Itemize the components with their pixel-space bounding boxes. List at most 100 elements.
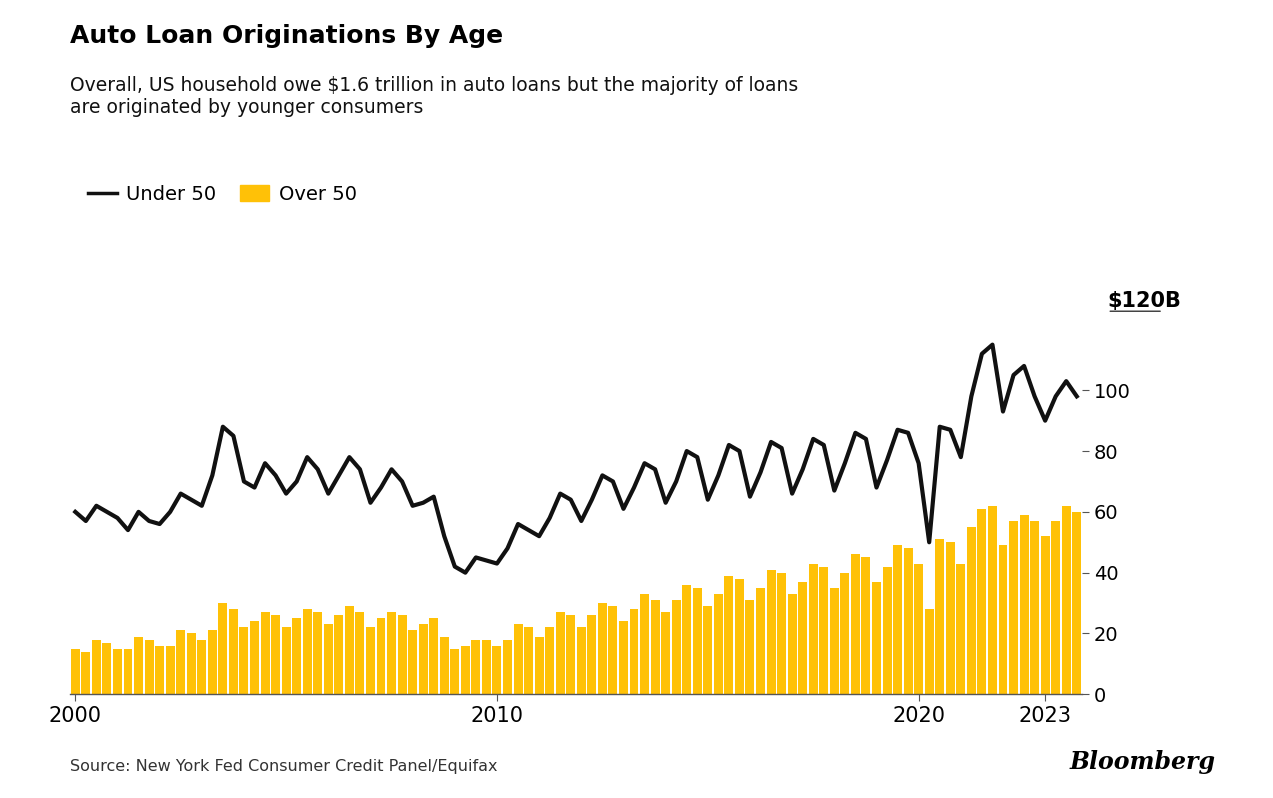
Bar	[904, 548, 913, 694]
Bar	[219, 603, 228, 694]
Bar	[1030, 521, 1039, 694]
Text: $120B: $120B	[1108, 291, 1181, 311]
Bar	[451, 649, 460, 694]
Bar	[630, 609, 639, 694]
Bar	[271, 615, 280, 694]
Bar	[134, 637, 143, 694]
Text: Overall, US household owe $1.6 trillion in auto loans but the majority of loans
: Overall, US household owe $1.6 trillion …	[70, 76, 798, 117]
Bar	[714, 594, 723, 694]
Bar	[71, 649, 80, 694]
Bar	[293, 618, 302, 694]
Bar	[840, 573, 849, 694]
Bar	[313, 612, 322, 694]
Bar	[155, 646, 164, 694]
Bar	[724, 575, 733, 694]
Bar	[471, 639, 480, 694]
Bar	[461, 646, 470, 694]
Bar	[1072, 512, 1081, 694]
Bar	[197, 639, 206, 694]
Text: Source: New York Fed Consumer Credit Panel/Equifax: Source: New York Fed Consumer Credit Pan…	[70, 759, 498, 774]
Bar	[577, 627, 586, 694]
Bar	[872, 582, 881, 694]
Bar	[587, 615, 596, 694]
Bar	[566, 615, 575, 694]
Bar	[788, 594, 797, 694]
Bar	[682, 585, 691, 694]
Bar	[429, 618, 438, 694]
Bar	[746, 600, 755, 694]
Bar	[239, 627, 248, 694]
Bar	[608, 606, 617, 694]
Bar	[92, 639, 101, 694]
Bar	[703, 606, 713, 694]
Bar	[377, 618, 386, 694]
Bar	[439, 637, 449, 694]
Bar	[482, 639, 491, 694]
Bar	[640, 594, 649, 694]
Text: Auto Loan Originations By Age: Auto Loan Originations By Age	[70, 24, 503, 48]
Bar	[513, 624, 522, 694]
Bar	[113, 649, 122, 694]
Bar	[882, 567, 891, 694]
Bar	[862, 558, 871, 694]
Bar	[988, 506, 997, 694]
Bar	[123, 649, 132, 694]
Bar	[303, 609, 312, 694]
Bar	[524, 627, 533, 694]
Bar	[250, 622, 258, 694]
Bar	[335, 615, 344, 694]
Bar	[894, 545, 903, 694]
Bar	[355, 612, 364, 694]
Bar	[946, 543, 955, 694]
Bar	[672, 600, 681, 694]
Bar	[493, 646, 502, 694]
Bar	[936, 539, 945, 694]
Bar	[924, 609, 933, 694]
Bar	[176, 630, 185, 694]
Bar	[409, 630, 418, 694]
Bar	[102, 642, 112, 694]
Bar	[145, 639, 154, 694]
Bar	[808, 563, 817, 694]
Bar	[756, 588, 765, 694]
Bar	[998, 545, 1007, 694]
Bar	[345, 606, 354, 694]
Bar	[261, 612, 270, 694]
Bar	[365, 627, 376, 694]
Bar	[387, 612, 396, 694]
Bar	[1051, 521, 1060, 694]
Bar	[693, 588, 701, 694]
Bar	[187, 634, 196, 694]
Legend: Under 50, Over 50: Under 50, Over 50	[80, 177, 364, 211]
Bar	[735, 579, 743, 694]
Bar	[978, 509, 987, 694]
Bar	[165, 646, 174, 694]
Bar	[1020, 515, 1029, 694]
Bar	[207, 630, 216, 694]
Bar	[598, 603, 607, 694]
Bar	[323, 624, 332, 694]
Bar	[419, 624, 428, 694]
Bar	[1062, 506, 1071, 694]
Bar	[914, 563, 923, 694]
Bar	[830, 588, 839, 694]
Bar	[619, 622, 628, 694]
Bar	[545, 627, 554, 694]
Bar	[661, 612, 670, 694]
Bar	[798, 582, 807, 694]
Bar	[397, 615, 406, 694]
Bar	[956, 563, 965, 694]
Bar	[229, 609, 238, 694]
Text: Bloomberg: Bloomberg	[1069, 750, 1216, 774]
Bar	[967, 527, 976, 694]
Bar	[820, 567, 829, 694]
Bar	[850, 555, 859, 694]
Bar	[556, 612, 565, 694]
Bar	[503, 639, 512, 694]
Bar	[777, 573, 787, 694]
Bar	[535, 637, 544, 694]
Bar	[1040, 536, 1050, 694]
Bar	[81, 652, 90, 694]
Bar	[281, 627, 290, 694]
Bar	[1009, 521, 1018, 694]
